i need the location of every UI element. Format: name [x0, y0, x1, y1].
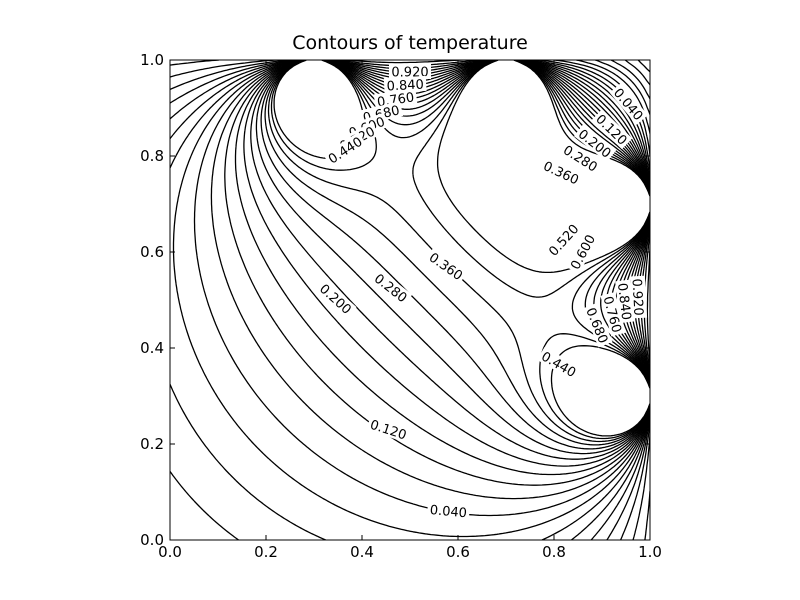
y-axis: 0.0 0.2 0.4 0.6 0.8 1.0: [140, 51, 650, 549]
contour-line-0.92: [270, 60, 650, 440]
contour-line-0.80: [260, 60, 650, 450]
contour-label-background: [582, 302, 613, 348]
contour-label-background: [565, 229, 599, 274]
contour-label: 0.360: [424, 247, 468, 285]
contour-label-background: [629, 275, 648, 319]
contour-label-text: 0.280: [371, 271, 410, 306]
x-tick-label: 0.6: [446, 543, 470, 561]
contour-label-background: [323, 132, 367, 168]
plot-frame: [169, 59, 651, 541]
y-tick-label: 0.4: [140, 339, 164, 357]
contour-label-background: [369, 268, 413, 307]
contour-line-0.48: [172, 60, 650, 538]
contour-label: 0.040: [426, 501, 471, 521]
contour-label-background: [558, 140, 603, 176]
contour-labels: 0.9200.8400.7600.6800.6000.5200.4400.040…: [315, 64, 649, 521]
contour-label: 0.440: [537, 346, 581, 381]
chart-title: Contours of temperature: [292, 32, 528, 54]
contour-label-background: [383, 75, 427, 94]
x-tick-label: 0.2: [254, 543, 278, 561]
contour-line-0.84: [264, 60, 650, 446]
contour-line-0.76: [255, 60, 650, 455]
y-tick-label: 0.0: [140, 531, 164, 549]
contour-label-text: 0.040: [429, 503, 467, 521]
contour-label-background: [600, 292, 626, 337]
x-tick-label: 0.0: [158, 543, 182, 561]
x-axis: 0.0 0.2 0.4 0.6 0.8 1.0: [158, 60, 662, 561]
contour-line-0.12: [610, 60, 650, 100]
y-tick-label: 0.8: [140, 147, 164, 165]
contour-label-background: [537, 346, 581, 381]
contour-label-background: [373, 88, 418, 110]
contour-line-0.72: [250, 60, 650, 460]
x-tick-label: 0.8: [542, 543, 566, 561]
x-tick-label: 0.4: [350, 543, 374, 561]
contour-label-background: [426, 501, 471, 521]
y-tick-label: 1.0: [140, 51, 164, 69]
y-tick-label: 0.2: [140, 435, 164, 453]
contour-label-background: [609, 82, 649, 125]
contour-label: 0.120: [366, 415, 411, 443]
contour-label-background: [573, 124, 617, 162]
x-tick-label: 1.0: [638, 543, 662, 561]
contour-label-background: [366, 415, 411, 443]
contour-line-0.96: [273, 60, 650, 437]
contour-label-background: [543, 219, 583, 261]
contour-label-background: [389, 64, 431, 79]
contour-line-0.56: [210, 60, 650, 500]
contour-label-background: [539, 156, 584, 189]
contour-label-text: 0.360: [426, 250, 465, 284]
contour-label-text: 0.440: [538, 349, 578, 381]
contour-label-background: [315, 279, 357, 319]
contour-line-0.08: [624, 60, 650, 86]
contour-line-0.04: [637, 60, 650, 73]
contour-label-background: [591, 109, 633, 150]
contour-label-background: [424, 247, 468, 285]
y-tick-label: 0.6: [140, 243, 164, 261]
